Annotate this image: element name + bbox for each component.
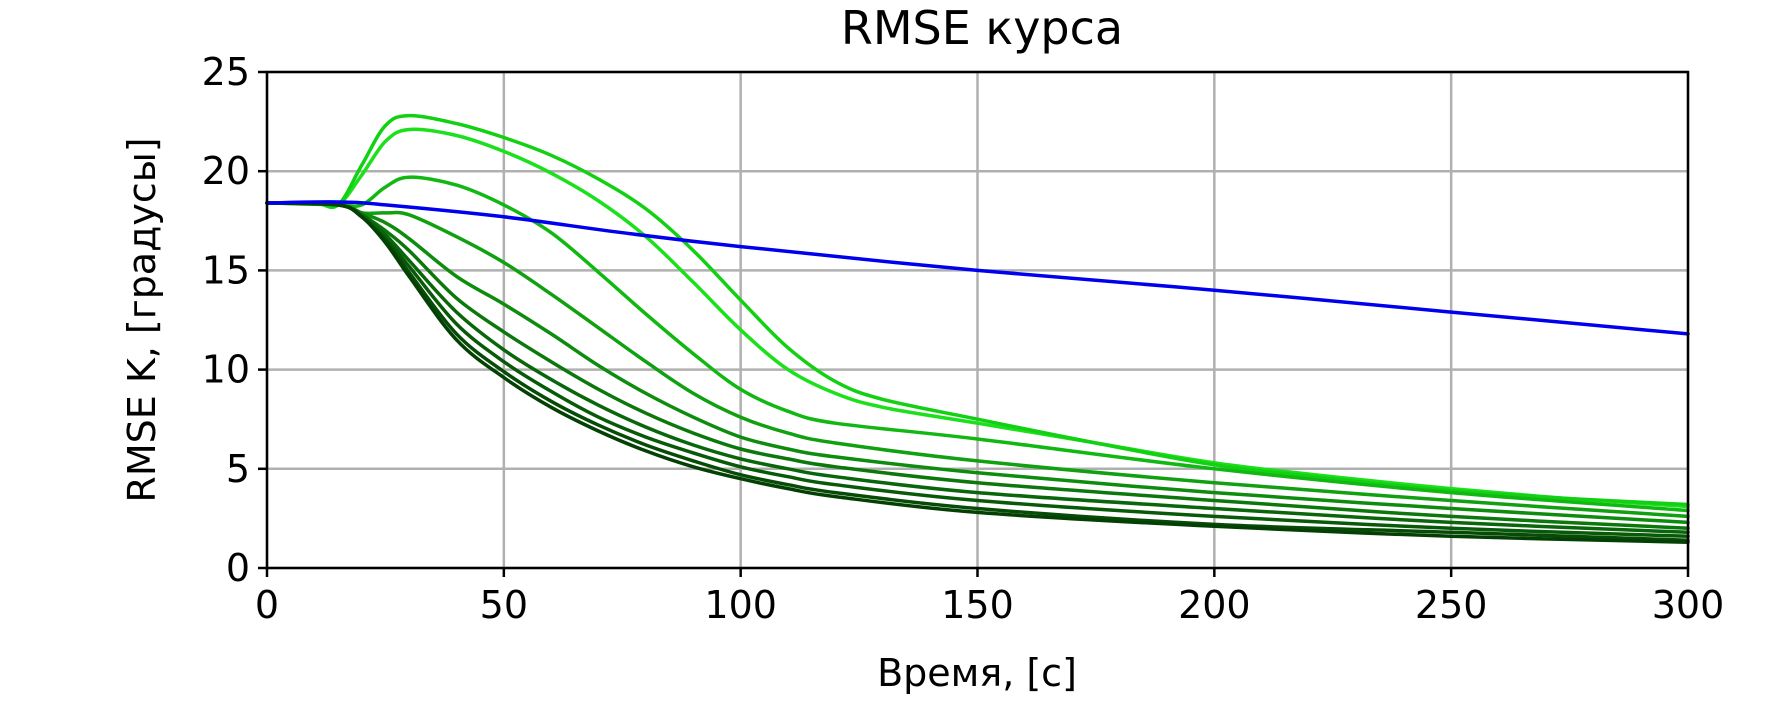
y-tick-label: 15 bbox=[202, 248, 250, 292]
y-tick-label: 20 bbox=[202, 149, 250, 193]
x-tick-label: 200 bbox=[1178, 583, 1251, 627]
x-tick-label: 250 bbox=[1415, 583, 1488, 627]
y-tick-label: 25 bbox=[202, 50, 250, 94]
y-tick-label: 0 bbox=[226, 546, 250, 590]
series-layer bbox=[265, 113, 1690, 544]
series-line-4 bbox=[265, 201, 1690, 519]
series-line-6 bbox=[265, 201, 1690, 531]
series-line-5 bbox=[265, 201, 1690, 525]
series-line-2 bbox=[265, 113, 1690, 507]
y-tick-label: 5 bbox=[226, 447, 250, 491]
x-tick-label: 100 bbox=[704, 583, 777, 627]
y-axis-label: RMSE K, [градусы] bbox=[120, 137, 164, 502]
x-axis-label: Время, [с] bbox=[877, 651, 1077, 695]
x-tick-label: 50 bbox=[480, 583, 528, 627]
x-tick-label: 150 bbox=[941, 583, 1014, 627]
series-line-3 bbox=[265, 175, 1690, 513]
x-tick-label: 0 bbox=[255, 583, 279, 627]
series-line-7 bbox=[265, 201, 1690, 535]
series-line-10 bbox=[265, 201, 1690, 544]
series-line-1 bbox=[265, 127, 1690, 509]
y-tick-label: 10 bbox=[202, 348, 250, 392]
series-line-0 bbox=[265, 200, 1690, 336]
axis-ticks: 0 50 100 150 200 250 300 0 5 10 15 20 25 bbox=[202, 50, 1725, 627]
chart-title: RMSE курса bbox=[841, 1, 1123, 55]
x-tick-label: 300 bbox=[1652, 583, 1725, 627]
